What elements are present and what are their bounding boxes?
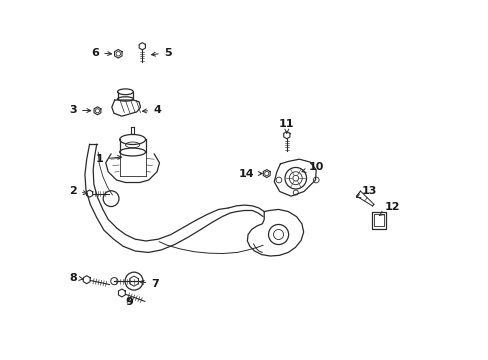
Text: 1: 1 <box>96 154 122 164</box>
Text: 7: 7 <box>140 279 159 289</box>
Text: 2: 2 <box>69 186 87 197</box>
Text: 13: 13 <box>356 186 377 198</box>
Text: 6: 6 <box>91 48 111 58</box>
Text: 14: 14 <box>239 168 262 179</box>
Text: 12: 12 <box>379 202 399 216</box>
Text: 3: 3 <box>69 105 91 115</box>
Text: 5: 5 <box>151 48 171 58</box>
Text: 4: 4 <box>142 105 161 115</box>
Text: 10: 10 <box>302 162 323 172</box>
Text: 11: 11 <box>279 120 294 133</box>
Text: 8: 8 <box>69 273 83 283</box>
Text: 9: 9 <box>125 297 133 307</box>
Bar <box>373 214 383 226</box>
Bar <box>371 212 386 229</box>
